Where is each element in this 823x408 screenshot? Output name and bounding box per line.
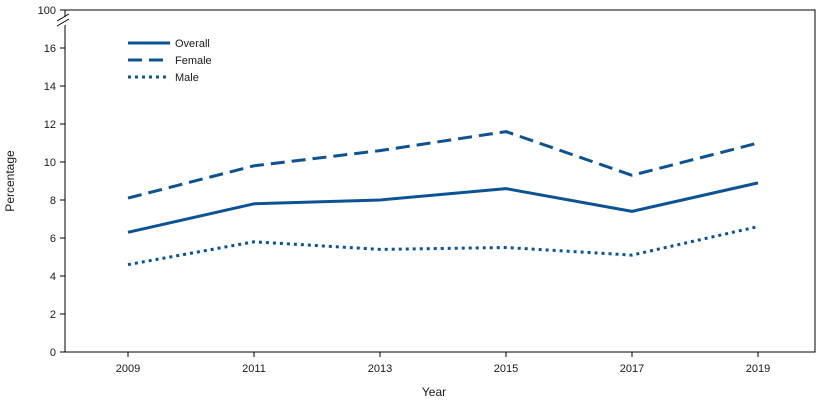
- y-tick-label: 16: [44, 43, 56, 55]
- x-tick-label: 2019: [746, 363, 770, 375]
- series-line-female: [127, 130, 759, 200]
- x-tick-label: 2015: [494, 363, 518, 375]
- plot-frame: [64, 9, 816, 353]
- x-axis: 2009 2011 2013 2015 2017 2019: [116, 352, 770, 375]
- y-tick-label: 2: [50, 309, 56, 321]
- series-line-overall: [127, 181, 759, 234]
- y-tick-label: 12: [44, 119, 56, 131]
- x-tick-label: 2011: [242, 363, 266, 375]
- legend: Overall Female Male: [128, 38, 212, 84]
- y-tick-label: 10: [44, 157, 56, 169]
- y-tick-label: 6: [50, 233, 56, 245]
- legend-label-overall: Overall: [175, 38, 210, 50]
- y-axis-title: Percentage: [3, 150, 17, 212]
- y-tick-label: 4: [50, 271, 56, 283]
- series-layer: [127, 130, 759, 267]
- y-axis: 0 2 4 6 8 10 12 14 16 100: [38, 5, 65, 359]
- x-axis-title: Year: [422, 385, 446, 399]
- legend-label-male: Male: [175, 72, 199, 84]
- series-line-male: [127, 225, 759, 267]
- y-tick-label: 0: [50, 347, 56, 359]
- y-tick-label: 8: [50, 195, 56, 207]
- y-tick-label: 100: [38, 5, 56, 17]
- x-tick-label: 2017: [620, 363, 644, 375]
- x-tick-label: 2013: [368, 363, 392, 375]
- axis-break-marker: [55, 13, 75, 27]
- y-tick-label: 14: [44, 81, 56, 93]
- x-tick-label: 2009: [116, 363, 140, 375]
- legend-label-female: Female: [175, 55, 212, 67]
